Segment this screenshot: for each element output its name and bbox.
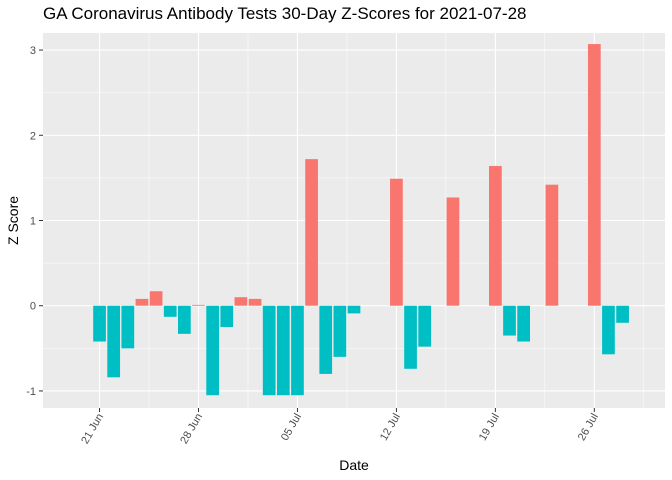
bar (248, 298, 262, 306)
bar (234, 297, 248, 306)
x-tick-label: 12 Jul (378, 412, 403, 443)
y-tick-label: 1 (30, 216, 36, 228)
bar (178, 305, 191, 334)
bar (276, 305, 290, 396)
y-axis-ticks: -1 0 1 2 3 (26, 45, 43, 398)
x-tick-label: 19 Jul (477, 412, 502, 443)
bar (587, 44, 601, 306)
bar (404, 305, 417, 369)
bar (489, 165, 502, 306)
bar (163, 305, 177, 317)
bar (107, 305, 121, 378)
bar (517, 305, 530, 342)
bar (121, 305, 135, 349)
bar (616, 305, 629, 323)
bar (149, 291, 163, 306)
bar (418, 305, 432, 347)
bar (347, 305, 361, 314)
bar (305, 159, 318, 306)
bar (291, 305, 304, 396)
x-tick-label: 05 Jul (279, 412, 304, 443)
bar (333, 305, 347, 357)
bar (545, 184, 559, 306)
x-axis-ticks: 21 Jun 28 Jun 05 Jul 12 Jul 19 Jul 26 Jul (79, 408, 601, 446)
bar (319, 305, 333, 374)
bar (135, 298, 149, 306)
y-tick-label: 2 (30, 130, 36, 142)
bar (220, 305, 234, 328)
x-axis-title: Date (339, 457, 369, 473)
bar (503, 305, 516, 336)
bars (93, 44, 629, 396)
bar (446, 197, 460, 306)
x-tick-label: 28 Jun (178, 412, 205, 447)
x-tick-label: 21 Jun (79, 412, 106, 447)
bar (206, 305, 219, 396)
grid-lines (43, 33, 665, 408)
bar (262, 305, 276, 396)
bar (192, 304, 205, 306)
bar (602, 305, 615, 355)
y-tick-label: -1 (26, 386, 36, 398)
bar (93, 305, 106, 342)
chart-title: GA Coronavirus Antibody Tests 30-Day Z-S… (43, 4, 527, 23)
y-axis-title: Z Score (5, 196, 21, 245)
bar (390, 178, 403, 306)
y-tick-label: 3 (30, 45, 36, 57)
y-tick-label: 0 (30, 301, 36, 313)
x-tick-label: 26 Jul (576, 412, 601, 443)
